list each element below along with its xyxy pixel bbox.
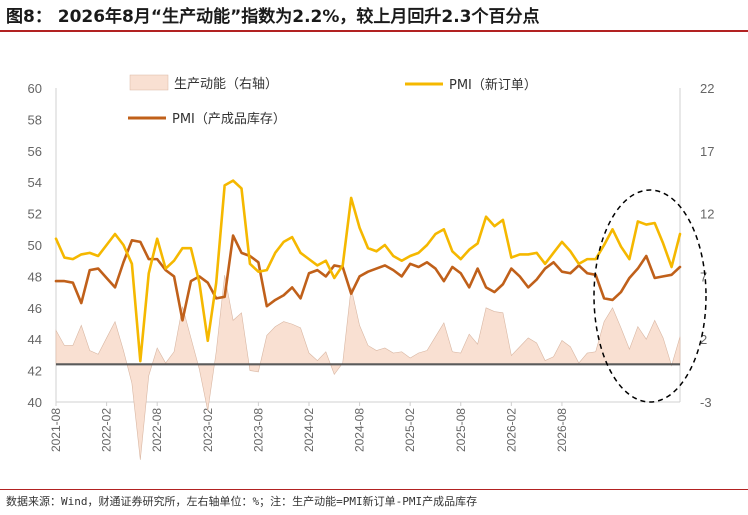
momentum-area [55,275,681,460]
legend-label-inventory: PMI（产成品库存） [172,111,286,127]
pmi-lines-layer [54,179,682,363]
y-left-tick-label: 42 [28,364,42,379]
x-tick-label: 2025-02 [403,408,417,452]
y-right-tick-label: 12 [700,207,714,222]
x-tick-label: 2022-08 [150,408,164,452]
chart: 40 42 44 46 48 50 52 54 56 58 60 -3 2 7 12 17 22 2021-08 2… [28,74,715,460]
y-left-tick-label: 52 [28,207,42,222]
y-left-tick-label: 40 [28,395,42,410]
annotation-layer [593,189,707,403]
x-tick-label: 2023-08 [251,408,265,452]
y-left-tick-label: 50 [28,238,42,253]
inventory-line [54,234,682,322]
y-right-tick-label: 2 [700,332,707,347]
footer-divider [0,489,748,490]
y-right-tick-label: 17 [700,144,714,159]
y-left-tick-label: 58 [28,112,42,127]
y-right-tick-label: -3 [700,395,712,410]
y-left-tick-label: 46 [28,301,42,316]
y-left-tick-label: 56 [28,144,42,159]
source-note: 数据来源：Wind，财通证券研究所，左右轴单位：%；注：生产动能=PMI新订单-… [6,495,478,508]
x-tick-label: 2021-08 [49,408,63,452]
y-left-tick-label: 48 [28,269,42,284]
y-right-tick-label: 7 [700,269,707,284]
legend-swatch-momentum [129,74,169,91]
y-left-tick-label: 44 [28,332,42,347]
x-tick-label: 2026-08 [555,408,569,452]
page-title: 图8： 2026年8月“生产动能”指数为2.2%，较上月回升2.3个百分点 [6,7,540,27]
highlight-ellipse [593,189,707,403]
legend-label-new-orders: PMI（新订单） [449,77,537,93]
x-tick-label: 2024-08 [353,408,367,452]
y-left-tick-label: 60 [28,81,42,96]
axes-layer: 40 42 44 46 48 50 52 54 56 58 60 -3 2 7 12 17 22 2021-08 2… [28,81,715,452]
x-tick-label: 2023-02 [201,408,215,452]
x-tick-label: 2022-02 [100,408,114,452]
x-tick-label: 2025-08 [454,408,468,452]
y-right-tick-label: 22 [700,81,714,96]
x-tick-label: 2024-02 [302,408,316,452]
title-divider [0,30,748,32]
legend: 生产动能（右轴） PMI（新订单） PMI（产成品库存） [128,74,537,127]
y-left-tick-label: 54 [28,175,42,190]
new-orders-line [54,179,682,363]
momentum-area-layer [55,275,681,460]
legend-label-momentum: 生产动能（右轴） [174,77,278,92]
x-tick-label: 2026-02 [504,408,518,452]
